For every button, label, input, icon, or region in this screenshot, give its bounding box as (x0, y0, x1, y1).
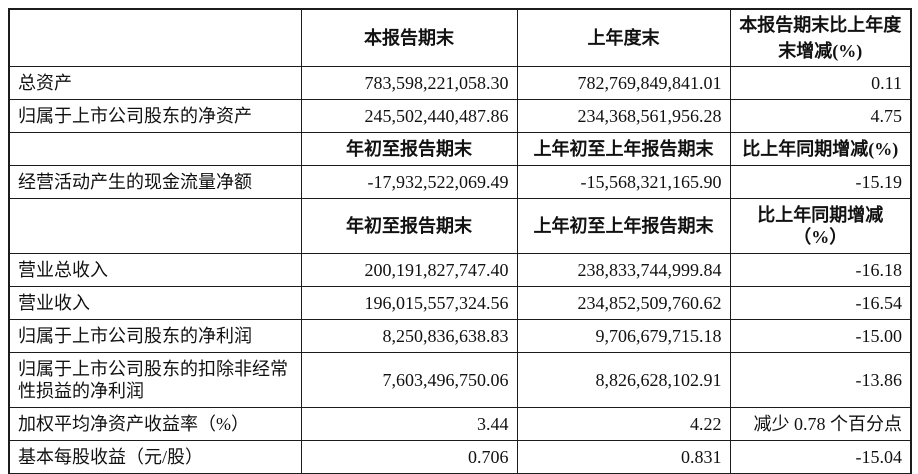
row-label: 营业总收入 (8, 253, 302, 287)
prior-period-value: 4.22 (516, 407, 731, 441)
prior-period-value: 782,769,849,841.01 (516, 66, 731, 100)
table-row-net-profit: 归属于上市公司股东的净利润 8,250,836,638.83 9,706,679… (8, 319, 912, 353)
table-row-net-profit-excl-nonrecurring: 归属于上市公司股东的扣除非经常性损益的净利润 7,603,496,750.06 … (8, 352, 912, 408)
corner-cell (8, 8, 302, 67)
change-value: 0.11 (729, 66, 912, 100)
empty-cell (8, 198, 302, 254)
change-value: -13.86 (729, 352, 912, 408)
change-value: -15.04 (729, 440, 912, 474)
ytd-period-header: 年初至报告期末 (300, 198, 518, 254)
current-period-value: 7,603,496,750.06 (300, 352, 518, 408)
prior-period-value: -15,568,321,165.90 (516, 165, 731, 199)
table-row-net-assets: 归属于上市公司股东的净资产 245,502,440,487.86 234,368… (8, 99, 912, 133)
table-row-operating-cash-flow: 经营活动产生的现金流量净额 -17,932,522,069.49 -15,568… (8, 165, 912, 199)
change-value: -16.54 (729, 286, 912, 320)
current-period-value: 0.706 (300, 440, 518, 474)
current-period-header: 本报告期末 (300, 8, 518, 67)
prior-year-end-header: 上年度末 (516, 8, 731, 67)
ytd-period-header: 年初至报告期末 (300, 132, 518, 166)
table-row-total-assets: 总资产 783,598,221,058.30 782,769,849,841.0… (8, 66, 912, 100)
row-label: 总资产 (8, 66, 302, 100)
current-period-value: -17,932,522,069.49 (300, 165, 518, 199)
financial-summary-table: 本报告期末 上年度末 本报告期末比上年度末增减(%) 总资产 783,598,2… (8, 8, 912, 474)
current-period-value: 200,191,827,747.40 (300, 253, 518, 287)
prior-ytd-period-header: 上年初至上年报告期末 (516, 198, 731, 254)
prior-period-value: 234,852,509,760.62 (516, 286, 731, 320)
prior-period-value: 234,368,561,956.28 (516, 99, 731, 133)
change-value: -16.18 (729, 253, 912, 287)
prior-period-value: 0.831 (516, 440, 731, 474)
table-row-weighted-avg-roe: 加权平均净资产收益率（%） 3.44 4.22 减少 0.78 个百分点 (8, 407, 912, 441)
empty-cell (8, 132, 302, 166)
row-label: 基本每股收益（元/股） (8, 440, 302, 474)
row-label: 归属于上市公司股东的扣除非经常性损益的净利润 (8, 352, 302, 408)
prior-period-value: 238,833,744,999.84 (516, 253, 731, 287)
current-period-value: 8,250,836,638.83 (300, 319, 518, 353)
current-period-value: 3.44 (300, 407, 518, 441)
table-row-total-operating-revenue: 营业总收入 200,191,827,747.40 238,833,744,999… (8, 253, 912, 287)
change-value: 4.75 (729, 99, 912, 133)
row-label: 归属于上市公司股东的净利润 (8, 319, 302, 353)
subheader-row-ytd-2: 年初至报告期末 上年初至上年报告期末 比上年同期增减（%） (8, 198, 912, 254)
change-value: 减少 0.78 个百分点 (729, 407, 912, 441)
prior-period-value: 9,706,679,715.18 (516, 319, 731, 353)
change-vs-prior-year-end-header: 本报告期末比上年度末增减(%) (729, 8, 912, 67)
row-label: 归属于上市公司股东的净资产 (8, 99, 302, 133)
header-row: 本报告期末 上年度末 本报告期末比上年度末增减(%) (8, 8, 912, 67)
yoy-change-header: 比上年同期增减(%) (729, 132, 912, 166)
current-period-value: 783,598,221,058.30 (300, 66, 518, 100)
change-value: -15.00 (729, 319, 912, 353)
row-label: 营业收入 (8, 286, 302, 320)
yoy-change-header: 比上年同期增减（%） (729, 198, 912, 254)
prior-period-value: 8,826,628,102.91 (516, 352, 731, 408)
row-label: 经营活动产生的现金流量净额 (8, 165, 302, 199)
current-period-value: 196,015,557,324.56 (300, 286, 518, 320)
current-period-value: 245,502,440,487.86 (300, 99, 518, 133)
subheader-row-ytd-1: 年初至报告期末 上年初至上年报告期末 比上年同期增减(%) (8, 132, 912, 166)
prior-ytd-period-header: 上年初至上年报告期末 (516, 132, 731, 166)
table-row-operating-revenue: 营业收入 196,015,557,324.56 234,852,509,760.… (8, 286, 912, 320)
change-value: -15.19 (729, 165, 912, 199)
row-label: 加权平均净资产收益率（%） (8, 407, 302, 441)
table-row-basic-eps: 基本每股收益（元/股） 0.706 0.831 -15.04 (8, 440, 912, 474)
